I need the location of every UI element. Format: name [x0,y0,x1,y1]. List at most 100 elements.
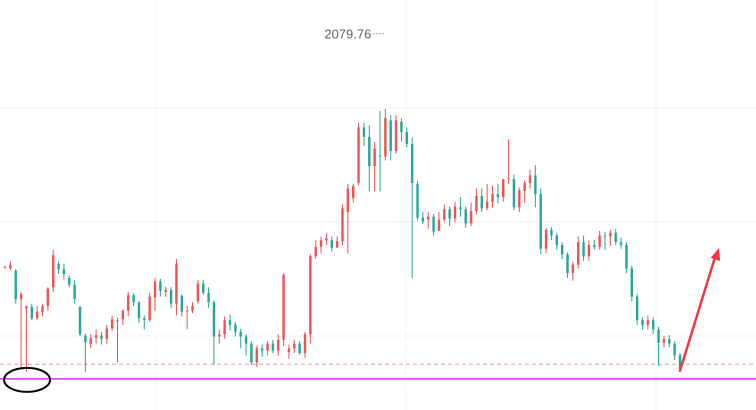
candle-body [662,338,666,343]
candle-body [14,270,17,299]
candle-body [41,306,44,313]
candle-body [459,207,462,210]
candle-body [593,244,596,247]
candle-body [518,190,521,208]
candle-body [652,320,655,330]
candle-body [550,229,553,236]
candle-body [346,188,350,213]
candle-body [544,229,548,249]
candle-body [469,211,473,224]
candle-body [244,336,248,344]
candle-body [266,343,269,351]
candle-body [389,120,392,151]
candle-body [523,182,526,191]
candle-body [641,320,644,325]
candle-body [35,311,39,319]
candle-body [678,355,682,369]
candle-body [271,343,275,351]
candle-body [507,178,510,180]
candle-body [25,306,28,309]
candle-body [234,324,237,332]
candle-body [330,240,333,248]
candle-body [78,306,82,335]
candle-body [110,319,114,329]
candle-body [19,294,23,299]
trend-arrow-icon [678,248,721,373]
candle-body [153,281,157,298]
candle-body [196,283,200,302]
candle-body [373,148,376,166]
candle-body [164,290,167,292]
candle-body [582,242,585,257]
candle-body [84,335,87,343]
candle-body [630,268,633,297]
candle-body [362,127,366,137]
candle-body [105,328,108,339]
candle-body [443,209,446,220]
candle-body [384,118,387,157]
candle-body [100,335,103,339]
candle-body [137,302,141,319]
candle-body [260,348,264,351]
candle-body [357,127,360,183]
candle-body [502,179,505,198]
candle-body [464,209,467,224]
candle-body [223,320,226,335]
candle-body [127,295,130,311]
candle-body [255,348,258,363]
candle-body [46,288,50,307]
candle-body [480,196,483,209]
candle-body [185,310,189,312]
candle-body [148,296,151,321]
candle-body [282,275,285,340]
candle-body [437,219,441,231]
candle-body [491,194,494,202]
candle-body [614,232,617,243]
candle-body [218,334,221,337]
candle-body [228,320,232,325]
candle-body [159,281,162,291]
candle-body [335,241,339,248]
candle-body [598,235,601,247]
candle-body [62,269,66,275]
candle-body [52,255,55,288]
candle-body [293,343,296,349]
candle-body [432,216,435,232]
candle-body [625,244,628,269]
candle-body [475,196,478,212]
candle-body [534,175,537,195]
candle-body [485,201,489,209]
candle-body [3,267,7,269]
candle-body [169,290,173,304]
candle-body [116,320,119,322]
candle-body [400,121,403,133]
candle-body [9,264,12,269]
candle-body [577,242,580,265]
candle-body [325,238,328,241]
candle-body [202,283,205,293]
candle-body [528,175,532,183]
candle-body [571,264,575,274]
candle-body [560,244,564,255]
candle-body [298,343,301,354]
candle-body [368,136,371,166]
candle-body [314,246,317,257]
candle-body [668,338,671,344]
candle-body [453,206,457,219]
candle-body [352,186,355,198]
candle-body [287,348,291,353]
candle-body [191,306,194,311]
candle-body [68,277,71,285]
candle-body [378,155,382,157]
candle-body [94,335,98,338]
candle-body [603,235,607,237]
candle-body [121,310,125,320]
candle-body [496,194,500,198]
candle-body [277,339,280,351]
candle-body [416,183,419,218]
candle-body [180,295,183,312]
high-price-label: 2079.76 [324,27,371,42]
candle-body [448,209,451,219]
candles-group [3,108,682,372]
